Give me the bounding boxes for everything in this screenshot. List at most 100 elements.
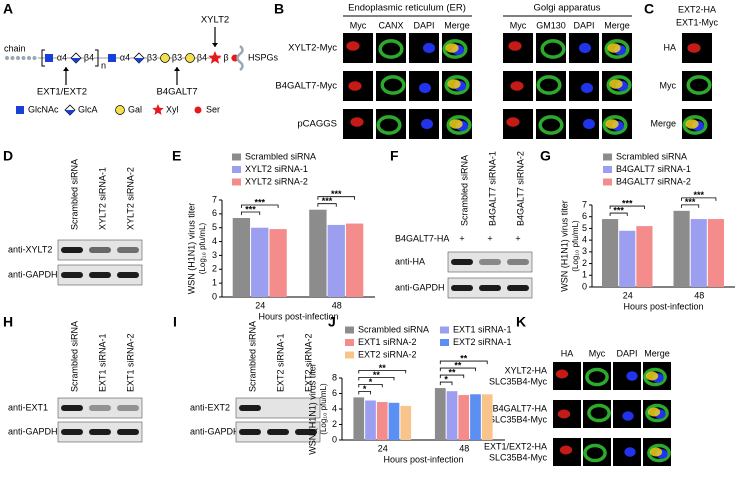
arrow-head bbox=[63, 67, 69, 71]
significance-bracket bbox=[439, 381, 453, 386]
x-tick-label: 24 bbox=[623, 290, 633, 300]
blot-band bbox=[117, 405, 139, 411]
red-signal bbox=[346, 41, 360, 51]
row-label: XYLT2-HA bbox=[505, 365, 547, 375]
x-tick-label: 48 bbox=[332, 300, 342, 310]
legend-label: XYLT2 siRNA-1 bbox=[245, 164, 308, 174]
blot-band bbox=[507, 259, 529, 265]
lane-label: XYLT2 siRNA-1 bbox=[97, 167, 107, 230]
treatment-mark: + bbox=[515, 233, 520, 243]
blot-band bbox=[479, 259, 501, 265]
dapi-signal bbox=[423, 42, 435, 54]
lane-label: Scrambled siRNA bbox=[247, 321, 257, 392]
column-header: GM130 bbox=[536, 20, 566, 30]
y-tick-label: 2 bbox=[332, 419, 337, 429]
bar bbox=[232, 218, 251, 297]
red-signal bbox=[445, 43, 459, 53]
dapi-signal bbox=[419, 82, 431, 94]
linkage-label: β3 bbox=[147, 52, 157, 62]
row-label: anti-GAPDH bbox=[395, 282, 445, 292]
dapi-signal bbox=[626, 371, 638, 381]
column-header: EXT2-HA bbox=[678, 4, 716, 14]
row-label: B4GALT7-HA bbox=[493, 403, 547, 413]
blot-membrane bbox=[447, 251, 533, 273]
panel-letter: B bbox=[274, 1, 284, 17]
dapi-signal bbox=[421, 118, 433, 130]
significance-bracket bbox=[681, 197, 717, 201]
lane-label: Scrambled siRNA bbox=[69, 159, 79, 230]
blot-membrane bbox=[235, 397, 321, 419]
column-header: EXT1-Myc bbox=[676, 17, 719, 27]
column-header: DAPI bbox=[573, 20, 594, 30]
row-label: anti-GAPDH bbox=[8, 269, 58, 279]
glcnac-symbol bbox=[16, 106, 24, 114]
row-label: anti-GAPDH bbox=[190, 426, 240, 436]
legend-label: Gal bbox=[128, 104, 142, 114]
significance-bracket bbox=[609, 205, 645, 210]
gal-symbol bbox=[185, 53, 195, 63]
green-signal bbox=[376, 115, 402, 135]
legend-swatch bbox=[440, 326, 449, 334]
legend-label: EXT2 siRNA-1 bbox=[453, 337, 512, 347]
dapi-signal bbox=[622, 411, 634, 421]
linkage-bg bbox=[120, 53, 130, 63]
repeat-bracket bbox=[95, 49, 99, 67]
y-tick-label: 2 bbox=[212, 264, 217, 274]
y-tick-label: 6 bbox=[582, 211, 587, 221]
bar bbox=[345, 223, 364, 297]
red-signal bbox=[508, 41, 522, 51]
significance-label: *** bbox=[245, 204, 256, 214]
column-header: Myc bbox=[589, 348, 606, 358]
y-tick-label: 2 bbox=[582, 258, 587, 268]
bar bbox=[327, 224, 345, 297]
bar bbox=[434, 388, 446, 440]
row-label: HA bbox=[663, 42, 676, 52]
column-header: Myc bbox=[510, 20, 527, 30]
arrow-head bbox=[174, 67, 180, 71]
significance-bracket bbox=[317, 196, 356, 200]
y-tick-label: 7 bbox=[212, 194, 217, 204]
bar bbox=[388, 402, 400, 440]
ser-symbol bbox=[194, 106, 202, 114]
green-signal bbox=[538, 115, 564, 135]
legend-swatch bbox=[232, 178, 241, 186]
blot-band bbox=[451, 259, 473, 265]
green-signal bbox=[686, 75, 712, 95]
blot-band bbox=[295, 429, 317, 435]
row-label: pCAGGS bbox=[297, 119, 337, 130]
blot-band bbox=[451, 285, 473, 291]
blot-band bbox=[61, 272, 83, 278]
column-header: DAPI bbox=[413, 20, 434, 30]
green-signal bbox=[442, 39, 468, 59]
gal-symbol bbox=[115, 105, 125, 115]
blot-band bbox=[507, 285, 529, 291]
blot-band bbox=[267, 429, 289, 435]
red-signal bbox=[559, 445, 573, 455]
blot-band bbox=[89, 405, 111, 411]
significance-bracket bbox=[358, 376, 395, 381]
linkage-bg bbox=[172, 53, 182, 63]
blot-band bbox=[117, 272, 139, 278]
chain-dot bbox=[10, 56, 15, 60]
lane-label: EXT1 siRNA-1 bbox=[97, 333, 107, 392]
legend-swatch bbox=[345, 339, 354, 346]
y-tick-label: 5 bbox=[582, 223, 587, 233]
significance-label: ** bbox=[449, 367, 457, 377]
green-signal bbox=[583, 443, 607, 463]
column-header: Merge bbox=[444, 20, 470, 30]
gal-symbol bbox=[160, 53, 170, 63]
significance-label: *** bbox=[622, 198, 633, 208]
row-label: anti-GAPDH bbox=[8, 426, 58, 436]
red-signal bbox=[447, 79, 461, 89]
bar bbox=[309, 209, 327, 297]
red-signal bbox=[449, 119, 463, 129]
significance-label: *** bbox=[693, 190, 704, 200]
legend-label: Ser bbox=[206, 104, 220, 114]
y-axis-label: WSN (H1N1) virus titer bbox=[559, 200, 569, 292]
column-header: Myc bbox=[350, 20, 367, 30]
green-signal bbox=[682, 115, 708, 135]
panel-letter: A bbox=[3, 1, 13, 17]
bar bbox=[481, 394, 493, 440]
significance-label: *** bbox=[331, 189, 342, 199]
significance-label: *** bbox=[613, 205, 624, 215]
